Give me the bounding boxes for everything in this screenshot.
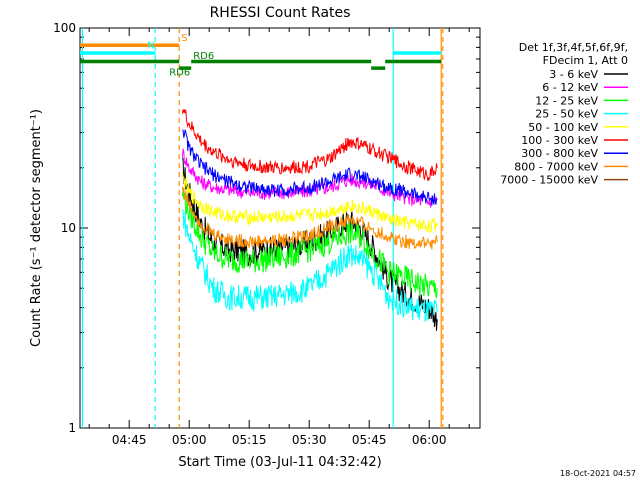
legend-entry-label: 25 - 50 keV [535,108,598,121]
y-tick-label: 1 [68,421,76,435]
legend-entry-label: 7000 - 15000 keV [500,174,598,187]
y-tick-label: 100 [53,21,76,35]
legend-entry-label: 300 - 800 keV [521,147,598,160]
x-tick-label: 06:00 [412,433,447,447]
legend-entry-label: 50 - 100 keV [528,121,598,134]
series-line [181,148,438,208]
series-lines [181,109,438,331]
legend-header-line-2: FDecim 1, Att 0 [543,54,628,67]
series-line [181,109,438,182]
vertical-markers [81,28,444,428]
x-tick-label: 05:15 [232,433,267,447]
y-tick-label: 10 [61,221,76,235]
legend-entry-label: 6 - 12 keV [542,81,598,94]
y-tick-labels: 1 10 100 [53,21,76,435]
series-line [181,186,438,250]
chart-title: RHESSI Count Rates [210,5,351,21]
status-label: S [181,33,187,44]
series-line [182,129,438,206]
y-axis-label: Count Rate (s⁻¹ detector segment⁻¹) [29,109,44,347]
axis-ticks [80,27,480,429]
legend-entry-label: 800 - 7000 keV [514,160,598,173]
legend: Det 1f,3f,4f,5f,6f,9f, FDecim 1, Att 0 3… [500,41,628,187]
series-line [182,209,438,322]
status-label: RD6 [169,67,190,78]
status-label: RD6 [193,51,214,62]
x-tick-label: 05:45 [352,433,387,447]
legend-entry-label: 12 - 25 keV [535,94,598,107]
x-tick-label: 05:00 [172,433,207,447]
x-axis-label: Start Time (03-Jul-11 04:32:42) [178,455,381,470]
legend-entry-label: 100 - 300 keV [521,134,598,147]
legend-header-line-1: Det 1f,3f,4f,5f,6f,9f, [519,41,628,54]
x-tick-label: 04:45 [112,433,147,447]
legend-entry-label: 3 - 6 keV [549,68,598,81]
status-label: N [147,40,154,51]
x-tick-label: 05:30 [292,433,327,447]
date-stamp: 18-Oct-2021 04:57 [560,469,636,478]
series-line [181,188,438,299]
x-tick-labels: 04:45 05:00 05:15 05:30 05:45 06:00 [112,433,447,447]
series-line [181,172,438,234]
